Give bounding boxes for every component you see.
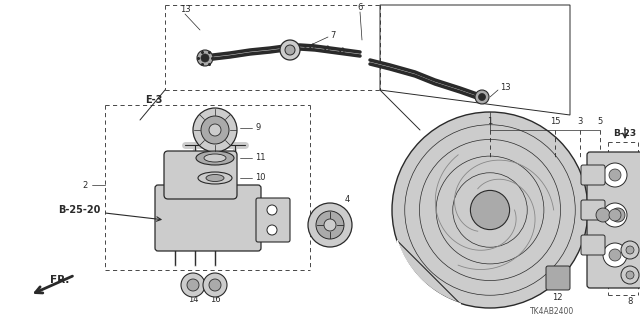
Circle shape xyxy=(603,243,627,267)
FancyBboxPatch shape xyxy=(581,235,605,255)
Circle shape xyxy=(596,208,610,222)
Text: 4: 4 xyxy=(345,196,350,204)
Circle shape xyxy=(181,273,205,297)
Text: 11: 11 xyxy=(255,154,266,163)
Circle shape xyxy=(280,40,300,60)
Circle shape xyxy=(193,108,237,152)
Circle shape xyxy=(209,124,221,136)
Circle shape xyxy=(203,273,227,297)
FancyBboxPatch shape xyxy=(164,151,237,199)
Text: FR.: FR. xyxy=(51,275,70,285)
Circle shape xyxy=(324,219,336,231)
Circle shape xyxy=(621,241,639,259)
FancyBboxPatch shape xyxy=(581,200,605,220)
Circle shape xyxy=(187,279,199,291)
Circle shape xyxy=(267,205,277,215)
Text: 8: 8 xyxy=(627,298,633,307)
Circle shape xyxy=(626,246,634,254)
Circle shape xyxy=(479,93,486,100)
Circle shape xyxy=(392,112,588,308)
Circle shape xyxy=(609,209,621,221)
Circle shape xyxy=(603,163,627,187)
Text: 10: 10 xyxy=(255,173,266,182)
Text: 7: 7 xyxy=(330,30,335,39)
Circle shape xyxy=(621,266,639,284)
Text: 2: 2 xyxy=(83,180,88,189)
Text: TK4AB2400: TK4AB2400 xyxy=(530,308,574,316)
Text: 5: 5 xyxy=(597,117,603,126)
FancyBboxPatch shape xyxy=(581,165,605,185)
Circle shape xyxy=(611,208,625,222)
Circle shape xyxy=(470,190,509,230)
Text: B-25-20: B-25-20 xyxy=(58,205,161,221)
Circle shape xyxy=(209,279,221,291)
Ellipse shape xyxy=(206,174,224,181)
FancyBboxPatch shape xyxy=(256,198,290,242)
Text: 6: 6 xyxy=(357,4,363,12)
Circle shape xyxy=(201,116,229,144)
Text: 13: 13 xyxy=(500,84,511,92)
Text: 1: 1 xyxy=(488,117,493,126)
Text: E-3: E-3 xyxy=(145,95,163,105)
Circle shape xyxy=(475,90,489,104)
Text: 14: 14 xyxy=(188,295,198,305)
Circle shape xyxy=(316,211,344,239)
FancyBboxPatch shape xyxy=(546,266,570,290)
Ellipse shape xyxy=(196,151,234,165)
Circle shape xyxy=(197,50,213,66)
Text: 9: 9 xyxy=(255,124,260,132)
FancyBboxPatch shape xyxy=(155,185,261,251)
Circle shape xyxy=(285,45,295,55)
Circle shape xyxy=(603,203,627,227)
Text: B-23: B-23 xyxy=(613,129,637,138)
Ellipse shape xyxy=(198,172,232,184)
Circle shape xyxy=(609,249,621,261)
Circle shape xyxy=(201,54,209,62)
Text: 12: 12 xyxy=(552,293,563,302)
Text: 3: 3 xyxy=(577,117,582,126)
Circle shape xyxy=(609,169,621,181)
Circle shape xyxy=(267,225,277,235)
Text: 13: 13 xyxy=(180,5,191,14)
Circle shape xyxy=(626,271,634,279)
Text: 16: 16 xyxy=(210,295,220,305)
Circle shape xyxy=(308,203,352,247)
Ellipse shape xyxy=(204,154,226,162)
FancyBboxPatch shape xyxy=(587,152,640,288)
Text: 15: 15 xyxy=(550,117,560,126)
